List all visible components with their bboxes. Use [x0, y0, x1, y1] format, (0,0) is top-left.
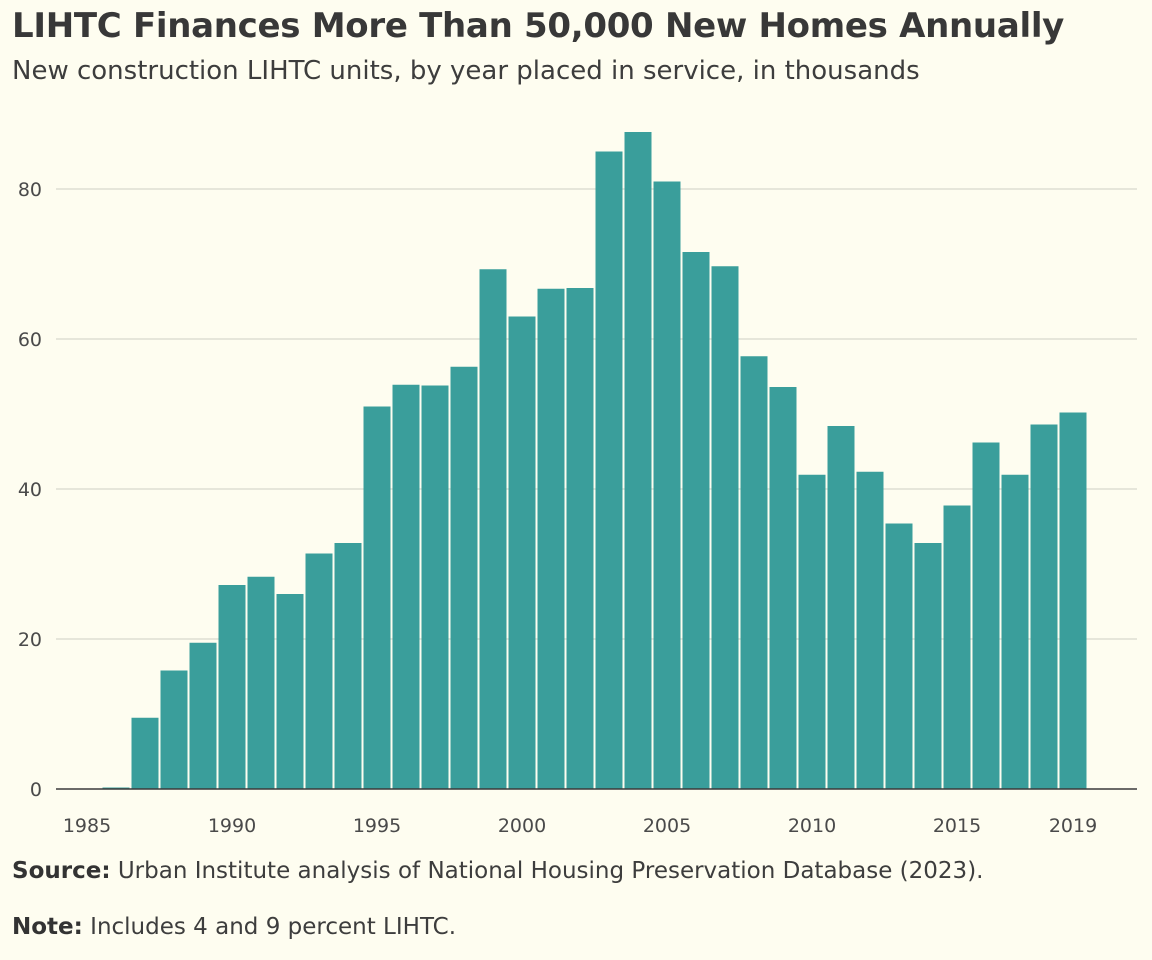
bar-2018 — [1030, 424, 1058, 789]
bar-1991 — [247, 576, 275, 789]
bar-1993 — [305, 553, 333, 789]
bar-2019 — [1059, 412, 1087, 789]
bar-1995 — [363, 406, 391, 789]
bar-2001 — [537, 288, 565, 789]
x-tick-label: 2005 — [643, 815, 691, 837]
bar-2012 — [856, 471, 884, 789]
source-label: Source: — [12, 858, 111, 884]
y-tick-label: 20 — [18, 629, 42, 651]
y-tick-label: 80 — [18, 179, 42, 201]
note-text: Includes 4 and 9 percent LIHTC. — [90, 914, 457, 940]
bar-2002 — [566, 288, 594, 789]
bar-2008 — [740, 356, 768, 789]
source-line: Source: Urban Institute analysis of Nati… — [12, 858, 983, 884]
chart-title: LIHTC Finances More Than 50,000 New Home… — [12, 6, 1065, 46]
x-tick-label: 2015 — [933, 815, 981, 837]
bar-2017 — [1001, 474, 1029, 789]
bar-2014 — [914, 543, 942, 789]
x-tick-labels: 1985 1990 1995 2000 2005 2010 2015 2019 — [63, 815, 1097, 837]
bar-1994 — [334, 543, 362, 789]
bar-1996 — [392, 384, 420, 789]
bar-1997 — [421, 385, 449, 789]
bar-2009 — [769, 387, 797, 789]
source-text: Urban Institute analysis of National Hou… — [117, 858, 984, 884]
x-tick-label: 1990 — [208, 815, 256, 837]
y-tick-label: 0 — [30, 779, 42, 801]
bar-1989 — [189, 642, 217, 789]
bar-1998 — [450, 366, 478, 789]
note-line: Note: Includes 4 and 9 percent LIHTC. — [12, 914, 456, 940]
x-tick-label: 2019 — [1049, 815, 1097, 837]
bar-2011 — [827, 426, 855, 789]
bar-2016 — [972, 442, 1000, 789]
bar-1988 — [160, 670, 188, 789]
y-tick-label: 60 — [18, 329, 42, 351]
bar-2006 — [682, 252, 710, 789]
bar-2007 — [711, 266, 739, 789]
bar-2013 — [885, 523, 913, 789]
bar-1990 — [218, 585, 246, 789]
bar-chart: 0 20 40 60 80 1985 1990 1995 2000 2005 2010 2015 20… — [18, 132, 1137, 837]
chart-subtitle: New construction LIHTC units, by year pl… — [12, 56, 920, 86]
bar-2003 — [595, 151, 623, 789]
bar-1992 — [276, 594, 304, 789]
bar-2015 — [943, 505, 971, 789]
x-tick-label: 1985 — [63, 815, 111, 837]
note-label: Note: — [12, 914, 83, 940]
bar-1999 — [479, 269, 507, 789]
bar-1987 — [131, 717, 159, 789]
x-tick-label: 2010 — [788, 815, 836, 837]
bars — [102, 132, 1087, 789]
bar-2010 — [798, 474, 826, 789]
bar-2005 — [653, 181, 681, 789]
bar-2004 — [624, 132, 652, 789]
y-tick-labels: 0 20 40 60 80 — [18, 179, 42, 801]
x-tick-label: 2000 — [498, 815, 546, 837]
y-tick-label: 40 — [18, 479, 42, 501]
x-tick-label: 1995 — [353, 815, 401, 837]
bar-2000 — [508, 316, 536, 789]
